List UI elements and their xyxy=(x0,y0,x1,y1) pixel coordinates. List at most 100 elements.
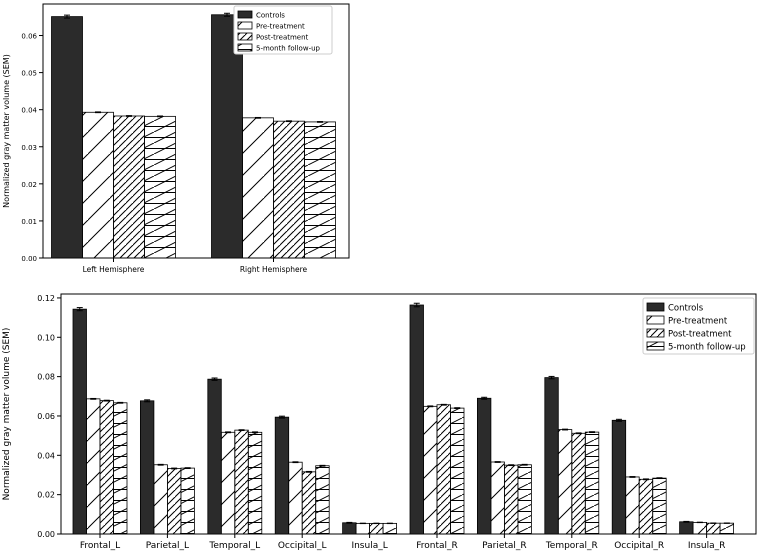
bar xyxy=(706,522,721,535)
legend-swatch xyxy=(646,341,665,351)
bar xyxy=(638,478,654,535)
bar xyxy=(679,521,694,535)
y-tick-label: 0.03 xyxy=(21,144,37,152)
x-tick-label: Occipital_L xyxy=(278,541,327,551)
region-chart: Normalized gray matter volume (SEM) 0.00… xyxy=(2,293,757,551)
y-tick-label: 0.04 xyxy=(37,451,55,460)
legend-label: Pre-treatment xyxy=(668,317,728,327)
bars xyxy=(72,302,734,535)
x-tick-label: Parietal_R xyxy=(482,541,527,551)
bar xyxy=(144,115,176,259)
bar xyxy=(301,471,317,535)
bar xyxy=(220,431,236,535)
bar xyxy=(503,464,519,535)
legend-swatch xyxy=(237,21,253,30)
bar xyxy=(652,477,667,535)
legend: Controls Pre-treatment Post-treatment 5-mon… xyxy=(642,297,755,355)
y-tick-label: 0.04 xyxy=(21,107,37,115)
y-axis-label: Normalized gray matter volume (SEM) xyxy=(2,328,12,501)
bar xyxy=(274,416,290,535)
x-tick-label: Temporal_L xyxy=(208,541,260,551)
bar xyxy=(571,432,586,535)
x-axis-ticks: Left Hemisphere Right Hemisphere xyxy=(83,258,308,274)
bar xyxy=(211,14,243,259)
x-tick-label: Right Hemisphere xyxy=(240,265,308,274)
bar xyxy=(409,304,424,535)
bar xyxy=(86,398,101,535)
bar xyxy=(82,111,114,259)
x-tick-label: Insula_R xyxy=(688,541,726,551)
x-tick-label: Occipital_R xyxy=(614,541,664,551)
bar xyxy=(273,120,305,259)
legend-label: Controls xyxy=(668,304,704,314)
plot-frame xyxy=(60,293,757,535)
bar xyxy=(247,431,263,535)
bar xyxy=(369,522,384,535)
bar xyxy=(719,522,734,535)
y-axis-ticks: 0.00 0.01 0.02 0.03 0.04 0.05 0.06 xyxy=(21,33,43,263)
bar xyxy=(436,404,451,535)
bar xyxy=(139,400,155,535)
legend-label: Controls xyxy=(256,12,285,20)
bar xyxy=(51,16,83,259)
x-axis-ticks: Frontal_L Parietal_L Temporal_L Occipital_L… xyxy=(80,534,726,551)
legend-label: Post-treatment xyxy=(256,34,309,42)
legend-label: 5-month follow-up xyxy=(256,45,321,53)
bar xyxy=(584,431,600,535)
bar xyxy=(557,429,573,535)
bar xyxy=(99,400,114,535)
bar xyxy=(355,522,371,535)
bar xyxy=(611,419,627,535)
x-tick-label: Insula_L xyxy=(351,541,387,551)
y-tick-label: 0.10 xyxy=(37,333,55,342)
y-tick-label: 0.08 xyxy=(37,373,55,382)
x-tick-label: Parietal_L xyxy=(146,541,189,551)
bar xyxy=(207,378,222,535)
bar xyxy=(72,308,87,535)
bar xyxy=(517,464,532,535)
y-tick-label: 0.01 xyxy=(21,218,37,226)
x-tick-label: Temporal_R xyxy=(545,541,598,551)
bar xyxy=(476,397,492,535)
hemisphere-chart: Normalized gray matter volume (SEM) 0.00… xyxy=(2,3,350,274)
y-tick-label: 0.00 xyxy=(21,255,37,263)
bar xyxy=(234,429,249,535)
y-tick-label: 0.02 xyxy=(37,491,55,500)
y-axis-ticks: 0.00 0.02 0.04 0.06 0.08 0.10 0.12 xyxy=(37,294,61,539)
legend-swatch xyxy=(646,328,665,338)
y-tick-label: 0.06 xyxy=(21,33,37,41)
bar xyxy=(450,407,465,535)
y-tick-label: 0.06 xyxy=(37,412,55,421)
legend: Controls Pre-treatment Post-treatment 5-mon… xyxy=(233,5,333,55)
bar xyxy=(544,377,559,535)
bar xyxy=(288,461,303,535)
bar xyxy=(304,121,336,259)
bar xyxy=(423,405,438,535)
y-tick-label: 0.12 xyxy=(37,294,55,303)
bar xyxy=(166,468,182,535)
bar xyxy=(113,115,145,259)
bars xyxy=(51,12,336,259)
bar xyxy=(692,521,707,535)
bar xyxy=(625,476,640,535)
legend-swatch xyxy=(646,315,665,325)
x-tick-label: Frontal_L xyxy=(80,541,120,551)
bar xyxy=(113,402,128,535)
legend-swatch xyxy=(237,10,253,19)
y-tick-label: 0.05 xyxy=(21,70,37,78)
bar xyxy=(315,465,330,535)
legend-swatch xyxy=(237,32,253,41)
legend-box xyxy=(642,297,755,355)
bar xyxy=(242,117,274,259)
legend-label: Pre-treatment xyxy=(256,23,305,31)
x-tick-label: Frontal_R xyxy=(416,541,458,551)
y-tick-label: 0.02 xyxy=(21,181,37,189)
bar xyxy=(490,461,505,535)
bar xyxy=(382,522,398,535)
x-tick-label: Left Hemisphere xyxy=(83,265,145,274)
bar xyxy=(153,464,168,535)
y-axis-label: Normalized gray matter volume (SEM) xyxy=(2,54,11,208)
plot-frame xyxy=(42,3,350,259)
legend-box xyxy=(233,5,333,55)
